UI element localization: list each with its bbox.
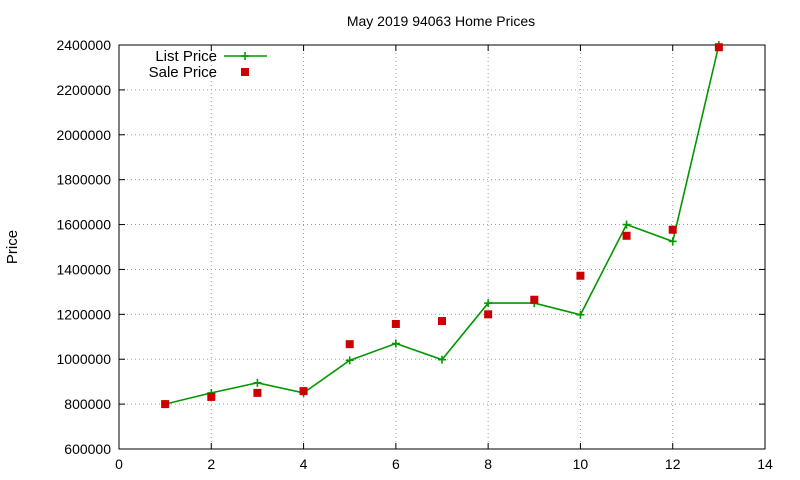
list-price-point [253,378,262,387]
sale-price-point [161,400,170,409]
sale-price-point [391,319,400,328]
series-list-price [161,41,723,409]
y-tick-label: 1000000 [56,351,111,367]
series-layer [161,41,723,409]
sale-price-point [622,231,631,240]
sale-price-point [530,295,539,304]
sale-price-point [207,392,216,401]
sale-price-point [484,310,493,319]
legend-swatch-marker [241,52,249,60]
legend-label: List Price [155,48,217,65]
x-tick-label: 14 [757,456,773,472]
y-tick-label: 1400000 [56,261,111,277]
sale-price-point [576,271,585,280]
x-tick-label: 12 [665,456,681,472]
y-tick-label: 1800000 [56,172,111,188]
y-tick-label: 1200000 [56,306,111,322]
list-price-point [484,299,493,308]
legend-swatch-marker [241,68,249,76]
sale-price-point [714,43,723,52]
sale-price-point [438,317,446,326]
y-tick-label: 1600000 [56,217,111,233]
sale-price-point [253,388,262,397]
sale-price-point [668,225,677,234]
chart-title: May 2019 94063 Home Prices [347,13,535,29]
legend-label: Sale Price [149,64,217,81]
sale-price-point [299,387,308,396]
y-axis-label: Price [4,230,21,264]
list-price-point [622,220,631,229]
x-tick-label: 6 [392,456,400,472]
axis-ticks [118,44,766,450]
grid-lines [119,45,765,449]
x-tick-label: 8 [484,456,492,472]
x-tick-label: 10 [573,456,589,472]
y-tick-label: 2400000 [56,37,111,53]
x-tick-label: 0 [115,456,123,472]
list-price-point [345,356,354,365]
list-price-point [668,237,677,246]
x-tick-label: 4 [300,456,308,472]
list-price-point [391,339,400,348]
y-tick-label: 800000 [64,396,111,412]
y-tick-label: 600000 [64,441,111,457]
y-tick-label: 2200000 [56,82,111,98]
sale-price-point [345,340,354,349]
x-tick-labels: 0 2 4 6 8 10 12 14 [115,456,773,472]
y-tick-labels: 600000 800000 1000000 1200000 1400000 1600000… [56,37,111,457]
list-price-point [438,355,446,364]
y-tick-label: 2000000 [56,127,111,143]
plot-frame [118,44,766,450]
series-sale-price [161,43,723,409]
list-price-point [576,310,585,319]
x-tick-label: 2 [207,456,215,472]
